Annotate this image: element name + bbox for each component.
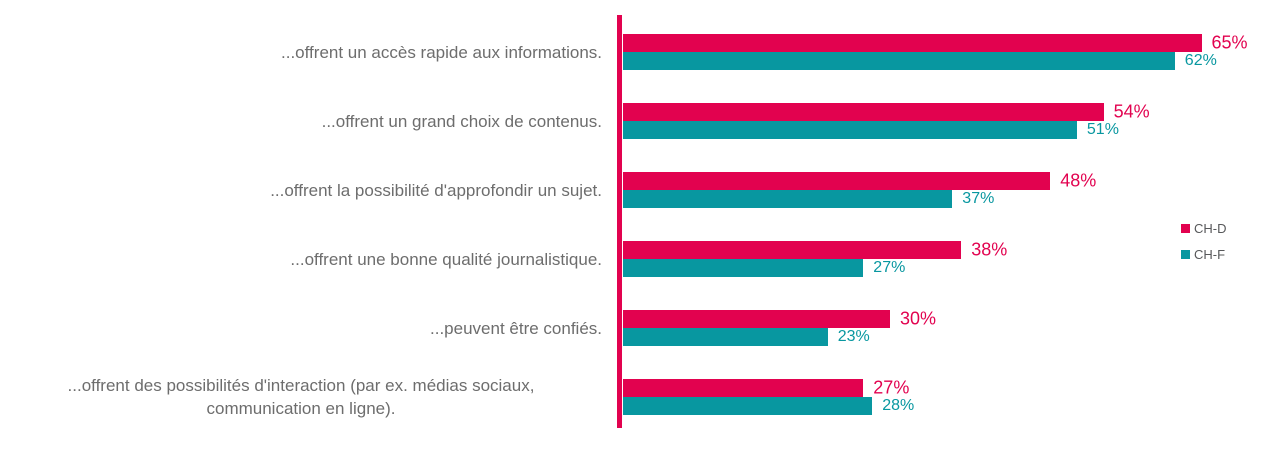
category-label-line: ...offrent un accès rapide aux informati… <box>281 42 602 62</box>
category-label-row-6: ...offrent des possibilités d'interactio… <box>0 376 602 418</box>
category-label-row-5: ...peuvent être confiés. <box>0 310 602 346</box>
value-label-ch-f-row-2: 51% <box>1086 121 1119 138</box>
y-axis-line <box>617 15 622 428</box>
value-label-ch-d-row-2: 54% <box>1113 101 1150 122</box>
category-label-line: ...offrent une bonne qualité journalisti… <box>290 249 602 269</box>
legend-swatch-ch-f <box>1181 250 1190 259</box>
value-label-ch-d-row-3: 48% <box>1060 170 1097 191</box>
legend-item-ch-d: CH-D <box>1181 221 1227 236</box>
bar-ch-f-row-6 <box>623 397 873 415</box>
bar-ch-f-row-3 <box>623 190 953 208</box>
value-label-ch-d-row-6: 27% <box>873 377 910 398</box>
category-label-row-1: ...offrent un accès rapide aux informati… <box>0 34 602 70</box>
bar-ch-d-row-5 <box>623 310 890 328</box>
category-label-line: ...offrent un grand choix de contenus. <box>321 111 602 131</box>
bar-ch-d-row-1 <box>623 34 1202 52</box>
value-label-ch-f-row-3: 37% <box>962 190 995 207</box>
legend-label-ch-f: CH-F <box>1194 247 1226 262</box>
value-label-ch-d-row-1: 65% <box>1211 32 1248 53</box>
category-label-line: communication en ligne). <box>206 399 396 418</box>
category-label-line: ...peuvent être confiés. <box>430 318 602 338</box>
category-label-row-2: ...offrent un grand choix de contenus. <box>0 103 602 139</box>
legend-swatch-ch-d <box>1181 224 1190 233</box>
bar-ch-f-row-4 <box>623 259 864 277</box>
bar-ch-d-row-6 <box>623 379 864 397</box>
category-label-row-4: ...offrent une bonne qualité journalisti… <box>0 241 602 277</box>
category-label-line: ...offrent des possibilités d'interactio… <box>67 376 535 395</box>
value-label-ch-d-row-5: 30% <box>900 308 937 329</box>
value-label-ch-d-row-4: 38% <box>971 239 1008 260</box>
value-label-ch-f-row-6: 28% <box>882 397 915 414</box>
category-label-line: ...offrent la possibilité d'approfondir … <box>270 180 602 200</box>
category-label-row-3: ...offrent la possibilité d'approfondir … <box>0 172 602 208</box>
bar-ch-d-row-4 <box>623 241 962 259</box>
bar-ch-f-row-2 <box>623 121 1077 139</box>
legend-item-ch-f: CH-F <box>1181 247 1227 262</box>
value-label-ch-f-row-4: 27% <box>873 259 906 276</box>
bar-ch-d-row-3 <box>623 172 1051 190</box>
bar-ch-f-row-1 <box>623 52 1175 70</box>
legend-label-ch-d: CH-D <box>1194 221 1227 236</box>
bar-ch-d-row-2 <box>623 103 1104 121</box>
legend: CH-D CH-F <box>1181 221 1227 273</box>
value-label-ch-f-row-1: 62% <box>1184 52 1217 69</box>
value-label-ch-f-row-5: 23% <box>837 328 870 345</box>
bar-ch-f-row-5 <box>623 328 828 346</box>
